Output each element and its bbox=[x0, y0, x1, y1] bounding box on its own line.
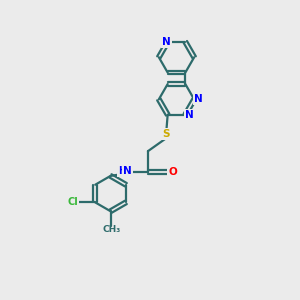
Text: CH₃: CH₃ bbox=[102, 225, 120, 234]
Text: N: N bbox=[185, 110, 194, 120]
Text: N: N bbox=[123, 166, 132, 176]
Text: O: O bbox=[168, 167, 177, 177]
Text: Cl: Cl bbox=[67, 197, 78, 207]
Text: N: N bbox=[162, 37, 171, 47]
Text: N: N bbox=[194, 94, 203, 104]
Text: S: S bbox=[162, 129, 170, 140]
Text: H: H bbox=[118, 166, 126, 176]
